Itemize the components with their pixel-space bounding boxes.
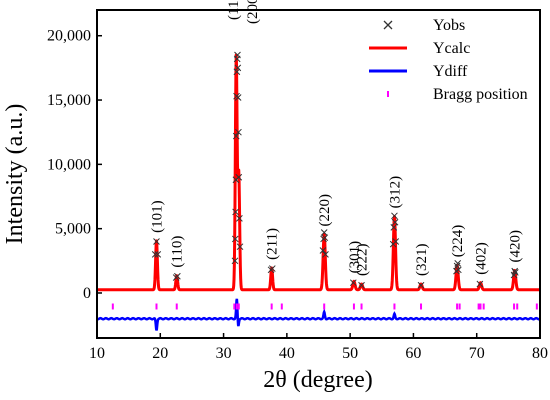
yobs-point bbox=[234, 64, 242, 72]
yobs-point bbox=[322, 251, 329, 258]
yobs-point bbox=[151, 251, 159, 258]
peak-label: (224) bbox=[450, 225, 466, 258]
legend-marker-yobs bbox=[383, 20, 393, 30]
yobs-point bbox=[235, 173, 243, 181]
yobs-point bbox=[358, 281, 365, 289]
peak-label: (112) bbox=[226, 0, 242, 20]
yobs-point bbox=[321, 234, 329, 242]
peak-labels: (101)(110) (112) (200) (211) (220) (301)(222)… bbox=[150, 0, 524, 276]
peak-label: (110) bbox=[170, 236, 186, 268]
yobs-point bbox=[392, 238, 400, 245]
yobs-point bbox=[234, 51, 241, 59]
yobs-point bbox=[476, 280, 484, 288]
x-tick-label: 20 bbox=[152, 345, 168, 362]
ycalc-line bbox=[95, 53, 542, 292]
yobs-point bbox=[236, 215, 243, 222]
yobs-point bbox=[391, 212, 398, 220]
yobs-point bbox=[154, 251, 162, 258]
legend-label: Bragg position bbox=[433, 86, 528, 103]
x-tick-label: 80 bbox=[532, 345, 548, 362]
yobs-point bbox=[232, 208, 239, 216]
y-tick-label: 10,000 bbox=[47, 156, 91, 173]
yobs-point bbox=[455, 266, 462, 274]
yobs-point bbox=[268, 265, 276, 272]
y-tick-label: 5,000 bbox=[55, 221, 91, 238]
legend-label: Ycalc bbox=[433, 40, 470, 57]
x-tick-label: 50 bbox=[342, 345, 358, 362]
legend-label: Ydiff bbox=[433, 63, 468, 80]
peak-label: (220) bbox=[317, 194, 333, 227]
yobs-point bbox=[234, 94, 242, 101]
x-tick-label: 30 bbox=[216, 345, 232, 362]
y-tick-label: 15,000 bbox=[47, 92, 91, 109]
peak-label: (101) bbox=[150, 200, 166, 233]
peak-label: (402) bbox=[474, 242, 490, 275]
peak-label: (222) bbox=[355, 244, 371, 277]
legend-label: Yobs bbox=[433, 17, 465, 34]
y-tick-label: 0 bbox=[83, 285, 91, 302]
x-tick-label: 60 bbox=[405, 345, 421, 362]
y-tick-label: 20,000 bbox=[47, 28, 91, 45]
peak-label: (211) bbox=[265, 228, 281, 260]
peak-label: (420) bbox=[508, 230, 524, 263]
yobs-point bbox=[235, 128, 242, 136]
yobs-point bbox=[236, 243, 244, 251]
yobs-point bbox=[231, 257, 239, 265]
x-tick-label: 10 bbox=[89, 345, 105, 362]
ydiff-line bbox=[96, 298, 541, 331]
yobs-point bbox=[233, 68, 241, 76]
yobs-point bbox=[153, 238, 160, 245]
axis-ticks: 10 20 30 40 50 60 70 80 0 5,000 10,000 15,000 20,000 bbox=[47, 28, 548, 362]
yobs-point bbox=[390, 224, 398, 231]
plot-frame bbox=[96, 9, 541, 339]
yobs-point bbox=[319, 247, 327, 254]
y-axis-label: Intensity (a.u.) bbox=[2, 104, 28, 245]
yobs-point bbox=[174, 272, 181, 280]
yobs-point bbox=[391, 218, 399, 226]
peak-label: (200) bbox=[245, 0, 261, 24]
peak-label: (301) bbox=[347, 241, 363, 274]
x-tick-label: 40 bbox=[279, 345, 295, 362]
x-axis-label: 2θ (degree) bbox=[263, 367, 372, 393]
plot-area bbox=[95, 51, 542, 331]
peak-label: (321) bbox=[414, 244, 430, 277]
yobs-point bbox=[231, 235, 239, 243]
yobs-point bbox=[349, 279, 357, 287]
x-tick-label: 70 bbox=[469, 345, 485, 362]
yobs-point bbox=[417, 281, 425, 289]
peak-label: (312) bbox=[387, 176, 403, 209]
legend: Yobs Ycalc Ydiff Bragg position bbox=[369, 17, 528, 103]
yobs-point bbox=[454, 260, 462, 267]
yobs-point bbox=[453, 262, 461, 270]
yobs-point bbox=[511, 269, 519, 276]
yobs-point bbox=[232, 132, 240, 140]
